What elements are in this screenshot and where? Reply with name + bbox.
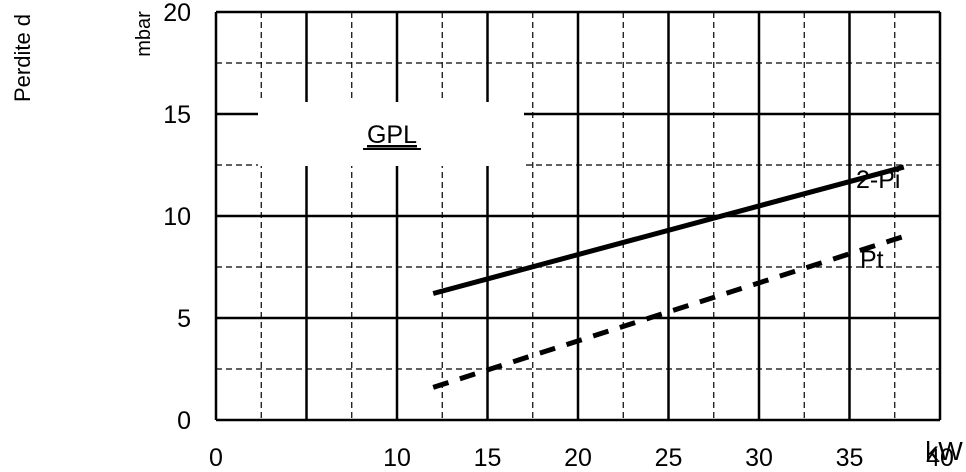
x-tick-label: 20 [564,444,592,472]
y-tick-label: 5 [177,305,191,333]
series-layer [432,164,905,390]
x-tick-label: 25 [655,444,683,472]
tick-labels: 0 10 15 20 25 30 35 40 0 5 10 15 20 [163,0,954,472]
x-tick-label: 0 [209,444,223,472]
x-tick-label: 40 [926,444,954,472]
x-tick-label: 10 [383,444,411,472]
y-tick-label: 15 [163,101,191,129]
x-tick-label: 35 [836,444,864,472]
y-axis-label: Perdite d [10,14,35,102]
series-line-2-pi [432,164,905,296]
x-tick-label: 30 [745,444,773,472]
y-unit-label: mbar [133,11,155,57]
title-background [258,102,524,166]
y-tick-label: 0 [177,407,191,435]
x-tick-label: 15 [474,444,502,472]
grid [214,10,942,422]
chart-title: GPL [367,121,417,149]
series-label-2pi: 2-Pi [856,166,900,194]
y-tick-label: 20 [163,0,191,27]
series-label-pt: Pt [860,246,884,274]
x-unit-label: kW [925,436,963,466]
y-tick-label: 10 [163,203,191,231]
